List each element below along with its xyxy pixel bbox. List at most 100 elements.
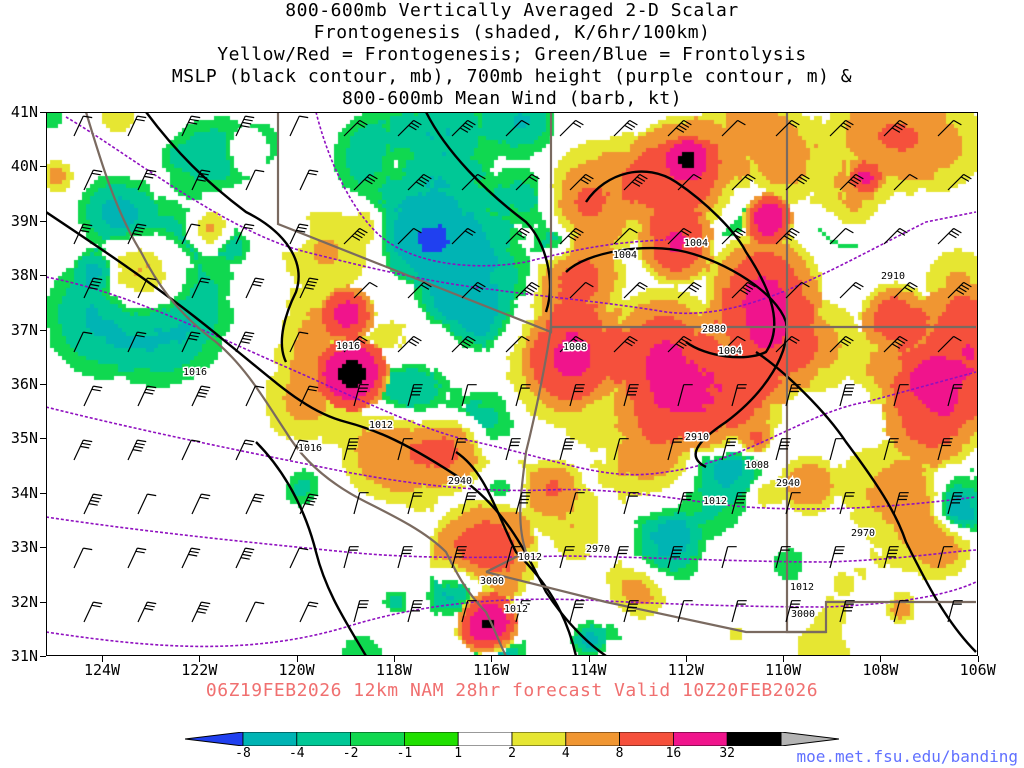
lon-tick bbox=[977, 656, 979, 662]
lon-label: 122W bbox=[181, 661, 218, 679]
wind-barb bbox=[407, 384, 423, 407]
title-line-5: 800-600mb Mean Wind (barb, kt) bbox=[341, 88, 683, 109]
lat-label: 34N bbox=[10, 483, 38, 502]
height-label: 3000 bbox=[480, 576, 504, 587]
lat-label: 36N bbox=[10, 375, 38, 393]
lon-tick bbox=[685, 656, 687, 662]
wind-barb bbox=[839, 600, 855, 623]
wind-barb bbox=[289, 439, 309, 461]
wind-barb bbox=[937, 438, 953, 461]
colorbar-label: 32 bbox=[719, 746, 736, 761]
state-borders bbox=[84, 112, 976, 656]
wind-barb bbox=[235, 439, 255, 461]
wind-barb bbox=[559, 227, 584, 245]
lon-tick bbox=[491, 656, 493, 662]
wind-barb bbox=[245, 169, 265, 191]
wind-barb bbox=[829, 227, 854, 245]
wind-barb bbox=[343, 546, 359, 569]
wind-barb bbox=[461, 492, 477, 515]
wind-barb bbox=[677, 384, 693, 407]
lat-label: 39N bbox=[10, 211, 38, 230]
wind-barb bbox=[893, 173, 918, 191]
lon-label: 124W bbox=[83, 661, 121, 679]
wind-barb bbox=[667, 227, 692, 245]
height-contour bbox=[46, 581, 977, 648]
mslp-label: 1012 bbox=[369, 420, 393, 431]
wind-barb bbox=[829, 119, 854, 137]
wind-barb bbox=[451, 438, 467, 461]
credit-link[interactable]: moe.met.fsu.edu/banding bbox=[796, 747, 1018, 766]
wind-barb bbox=[299, 493, 319, 515]
height-contour bbox=[315, 112, 667, 267]
wind-barb bbox=[127, 115, 147, 137]
mslp-label: 1012 bbox=[518, 552, 542, 563]
wind-barb bbox=[623, 600, 639, 623]
wind-barb bbox=[235, 331, 255, 353]
lon-tick bbox=[199, 656, 201, 662]
wind-barb bbox=[461, 281, 486, 299]
mslp-contour bbox=[255, 441, 368, 656]
lat-tick bbox=[40, 112, 46, 113]
state-border bbox=[485, 570, 976, 634]
wind-barb bbox=[73, 331, 93, 353]
wind-barb bbox=[73, 547, 93, 569]
wind-barb bbox=[407, 600, 423, 623]
wind-barb bbox=[515, 600, 531, 623]
wind-barb bbox=[829, 546, 845, 569]
height-label: 2910 bbox=[881, 271, 905, 282]
wind-barb bbox=[667, 546, 683, 569]
wind-barb bbox=[353, 281, 378, 299]
title-line-4: MSLP (black contour, mb), 700mb height (… bbox=[171, 66, 853, 87]
wind-barb bbox=[245, 601, 265, 623]
lat-label: 33N bbox=[10, 538, 38, 557]
wind-barb bbox=[137, 385, 157, 407]
wind-barb bbox=[559, 438, 575, 461]
colorbar-label: 2 bbox=[508, 746, 516, 761]
mslp-label: 1004 bbox=[718, 346, 742, 357]
wind-barb bbox=[613, 227, 638, 245]
wind-barb bbox=[731, 600, 747, 623]
wind-barb bbox=[775, 438, 791, 461]
mslp-label: 1008 bbox=[563, 342, 587, 353]
lon-label: 114W bbox=[570, 661, 607, 679]
wind-barb bbox=[569, 173, 594, 191]
colorbar-segment bbox=[242, 732, 298, 746]
colorbar-segment bbox=[511, 732, 567, 746]
wind-barb bbox=[559, 119, 584, 137]
wind-barb bbox=[883, 546, 899, 569]
lon-label: 118W bbox=[375, 661, 412, 679]
wind-barb bbox=[623, 384, 639, 407]
map-title: 800-600mb Vertically Averaged 2-D Scalar… bbox=[0, 0, 1024, 110]
lat-tick bbox=[40, 329, 46, 331]
colorbar-segment bbox=[403, 732, 459, 746]
colorbar-segment bbox=[565, 732, 620, 746]
wind-barb bbox=[451, 227, 476, 245]
lat-label: 31N bbox=[10, 647, 38, 665]
mslp-contour bbox=[585, 170, 776, 359]
wind-barb bbox=[397, 438, 413, 461]
wind-barb bbox=[397, 546, 413, 569]
contour-labels: 1004 1004 1008 1004 1016 1016 1016 1012 1008 1012… bbox=[182, 237, 907, 622]
height-label: 2940 bbox=[776, 478, 800, 489]
colorbar-label: 4 bbox=[561, 746, 570, 761]
wind-barb bbox=[883, 227, 908, 245]
wind-barb bbox=[677, 281, 702, 299]
wind-barb bbox=[353, 173, 378, 191]
wind-barb bbox=[785, 492, 801, 515]
mslp-label: 1012 bbox=[504, 604, 528, 615]
height-label: 2970 bbox=[851, 528, 875, 539]
colorbar-segment bbox=[672, 732, 728, 746]
wind-barb bbox=[839, 281, 864, 299]
wind-barb bbox=[623, 173, 648, 191]
wind-barb bbox=[775, 227, 800, 245]
wind-barb bbox=[505, 335, 530, 353]
wind-barb bbox=[677, 600, 693, 623]
wind-barb bbox=[235, 223, 255, 245]
colorbar-segment bbox=[296, 732, 352, 746]
wind-barb bbox=[397, 227, 422, 245]
wind-barb bbox=[785, 173, 810, 191]
wind-barb bbox=[73, 439, 93, 461]
wind-barb bbox=[721, 227, 746, 245]
lon-tick bbox=[102, 656, 103, 662]
mslp-label: 1012 bbox=[703, 496, 727, 507]
